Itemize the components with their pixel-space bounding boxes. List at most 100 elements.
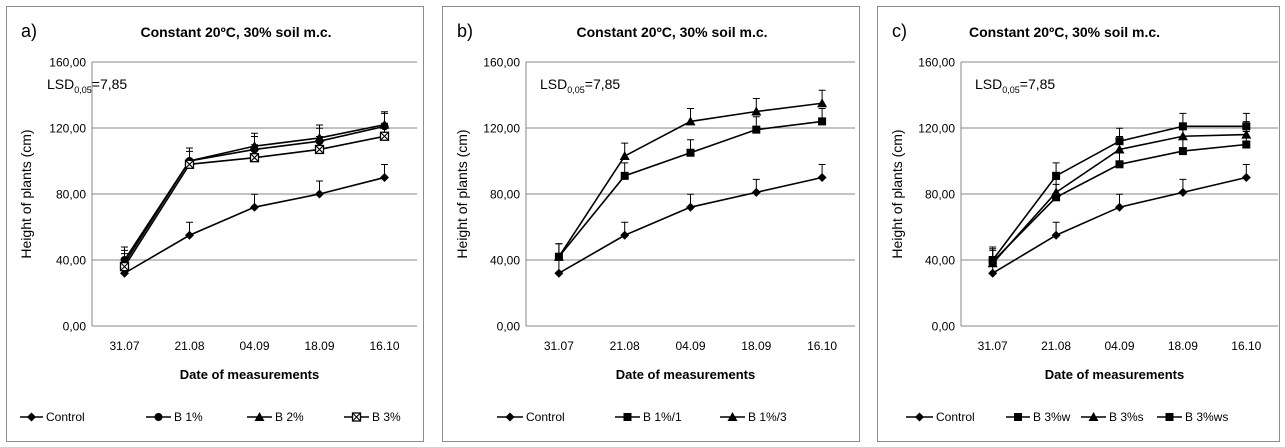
chart-a-ytick-label: 40,00 [56, 254, 86, 268]
chart-c-legend-marker-b-3-ws [1166, 413, 1174, 421]
chart-a-series-control [120, 165, 389, 278]
chart-b-point-control [752, 188, 761, 197]
chart-c-xtick-label: 18.09 [1168, 339, 1198, 353]
chart-c-ylabel: Height of plants (cm) [889, 129, 905, 258]
chart-b-svg: b) Constant 20ºC, 30% soil m.c. 0,00 40,00 8… [443, 7, 861, 443]
chart-c-point-control [1242, 173, 1251, 182]
chart-a-svg: a) Constant 20ºC, 30% soil m.c. 0,00 40,00 8… [7, 7, 425, 443]
chart-b-xtick-label: 31.07 [544, 339, 574, 353]
chart-a-point-control [185, 231, 194, 240]
chart-a-point-control [250, 203, 259, 212]
chart-c-point-b-3-ws [1052, 193, 1060, 201]
chart-c-point-b-3-ws [1179, 147, 1187, 155]
chart-a-legend-marker-b-1 [155, 413, 163, 421]
chart-b-legend-label-b-1-3: B 1%/3 [748, 410, 787, 424]
chart-c-ytick-label: 40,00 [925, 254, 955, 268]
chart-a-point-b-3 [251, 154, 259, 162]
chart-c-legend-marker-b-3-w [1014, 413, 1022, 421]
chart-a-panel-label: a) [21, 21, 37, 41]
chart-c-point-control [1115, 203, 1124, 212]
chart-b-series-b-1-1 [555, 108, 826, 260]
chart-b-point-control [554, 269, 563, 278]
chart-c-point-b-3-w [1052, 172, 1060, 180]
chart-c-legend-marker-control [915, 413, 924, 422]
chart-b-legend-marker-b-1-1 [624, 413, 632, 421]
chart-a-ytick-label: 0,00 [63, 320, 87, 334]
chart-a-point-control [380, 173, 389, 182]
chart-a-xtick-label: 18.09 [304, 339, 334, 353]
chart-b-point-b-1-1 [818, 117, 826, 125]
chart-a-line-control [125, 178, 385, 274]
chart-b-xtick-label: 16.10 [807, 339, 837, 353]
chart-c-legend-label-control: Control [936, 410, 975, 424]
chart-b-ytick-label: 40,00 [490, 254, 520, 268]
chart-b-line-control [559, 178, 822, 274]
chart-b-point-b-1-1 [687, 149, 695, 157]
chart-c-ytick-label: 120,00 [918, 122, 955, 136]
chart-c-panel-label: c) [892, 21, 907, 41]
chart-a-legend-label-b-1: B 1% [174, 410, 203, 424]
chart-c-point-control [1178, 188, 1187, 197]
chart-b-legend-label-control: Control [526, 410, 565, 424]
chart-b-legend-marker-control [506, 413, 515, 422]
chart-b-ytick-label: 120,00 [483, 122, 520, 136]
chart-b-point-control [686, 203, 695, 212]
chart-c-point-b-3-ws [989, 258, 997, 266]
chart-b-point-b-1-1 [752, 126, 760, 134]
chart-c-xlabel: Date of measurements [1045, 367, 1184, 382]
chart-c-lsd-annotation: LSD0,05=7,85 [975, 76, 1055, 95]
chart-c-title: Constant 20ºC, 30% soil m.c. [969, 24, 1160, 40]
chart-b-point-b-1-1 [621, 172, 629, 180]
chart-a-ytick-label: 80,00 [56, 188, 86, 202]
chart-c-legend-label-b-3-w: B 3%w [1033, 410, 1071, 424]
chart-a-legend-label-control: Control [46, 410, 85, 424]
chart-a-xtick-label: 31.07 [109, 339, 139, 353]
chart-a-point-b-3 [121, 263, 129, 271]
chart-b-panel-label: b) [457, 21, 473, 41]
chart-a-xlabel: Date of measurements [180, 367, 319, 382]
chart-b-ytick-label: 160,00 [483, 56, 520, 70]
chart-b-xlabel: Date of measurements [616, 367, 755, 382]
chart-c-series-control [988, 165, 1251, 278]
chart-a-ylabel: Height of plants (cm) [18, 129, 34, 258]
chart-panel-c: c) Constant 20ºC, 30% soil m.c. 0,00 40,00 8… [877, 6, 1280, 442]
chart-c-xtick-label: 21.08 [1041, 339, 1071, 353]
chart-c-ytick-label: 0,00 [932, 320, 956, 334]
chart-c-ytick-label: 160,00 [918, 56, 955, 70]
chart-panel-a: a) Constant 20ºC, 30% soil m.c. 0,00 40,00 8… [6, 6, 424, 442]
chart-a-xtick-label: 21.08 [174, 339, 204, 353]
chart-b-title: Constant 20ºC, 30% soil m.c. [576, 24, 767, 40]
chart-b-series-b-1-3 [554, 90, 827, 260]
chart-b-legend-label-b-1-1: B 1%/1 [643, 410, 682, 424]
chart-a-legend-marker-control [27, 413, 36, 422]
chart-c-legend-label-b-3-s: B 3%s [1109, 410, 1144, 424]
chart-b-point-b-1-3 [620, 151, 630, 160]
chart-a-point-control [315, 190, 324, 199]
chart-a-point-b-3 [186, 160, 194, 168]
chart-b-point-b-1-3 [817, 98, 827, 107]
chart-c-point-control [1052, 231, 1061, 240]
chart-b-point-control [818, 173, 827, 182]
chart-c-legend-label-b-3-ws: B 3%ws [1185, 410, 1228, 424]
chart-b-ytick-label: 80,00 [490, 188, 520, 202]
chart-a-xtick-label: 04.09 [239, 339, 269, 353]
chart-b-xtick-label: 21.08 [610, 339, 640, 353]
chart-b-ytick-label: 0,00 [497, 320, 521, 334]
chart-a-title: Constant 20ºC, 30% soil m.c. [140, 24, 331, 40]
chart-a-legend-marker-b-3 [353, 413, 361, 421]
chart-panel-b: b) Constant 20ºC, 30% soil m.c. 0,00 40,00 8… [442, 6, 860, 442]
chart-a-legend-label-b-2: B 2% [275, 410, 304, 424]
chart-b-ylabel: Height of plants (cm) [454, 129, 470, 258]
chart-a-point-b-3 [316, 145, 324, 153]
chart-c-xtick-label: 31.07 [978, 339, 1008, 353]
chart-a-xtick-label: 16.10 [369, 339, 399, 353]
chart-c-point-control [988, 269, 997, 278]
chart-b-xtick-label: 18.09 [741, 339, 771, 353]
chart-a-ytick-label: 120,00 [49, 122, 86, 136]
chart-b-xtick-label: 04.09 [675, 339, 705, 353]
chart-c-line-control [993, 178, 1247, 274]
chart-c-point-b-3-ws [1116, 160, 1124, 168]
chart-b-lsd-annotation: LSD0,05=7,85 [540, 76, 620, 95]
chart-a-point-b-3 [381, 132, 389, 140]
chart-b-series-control [554, 165, 826, 278]
